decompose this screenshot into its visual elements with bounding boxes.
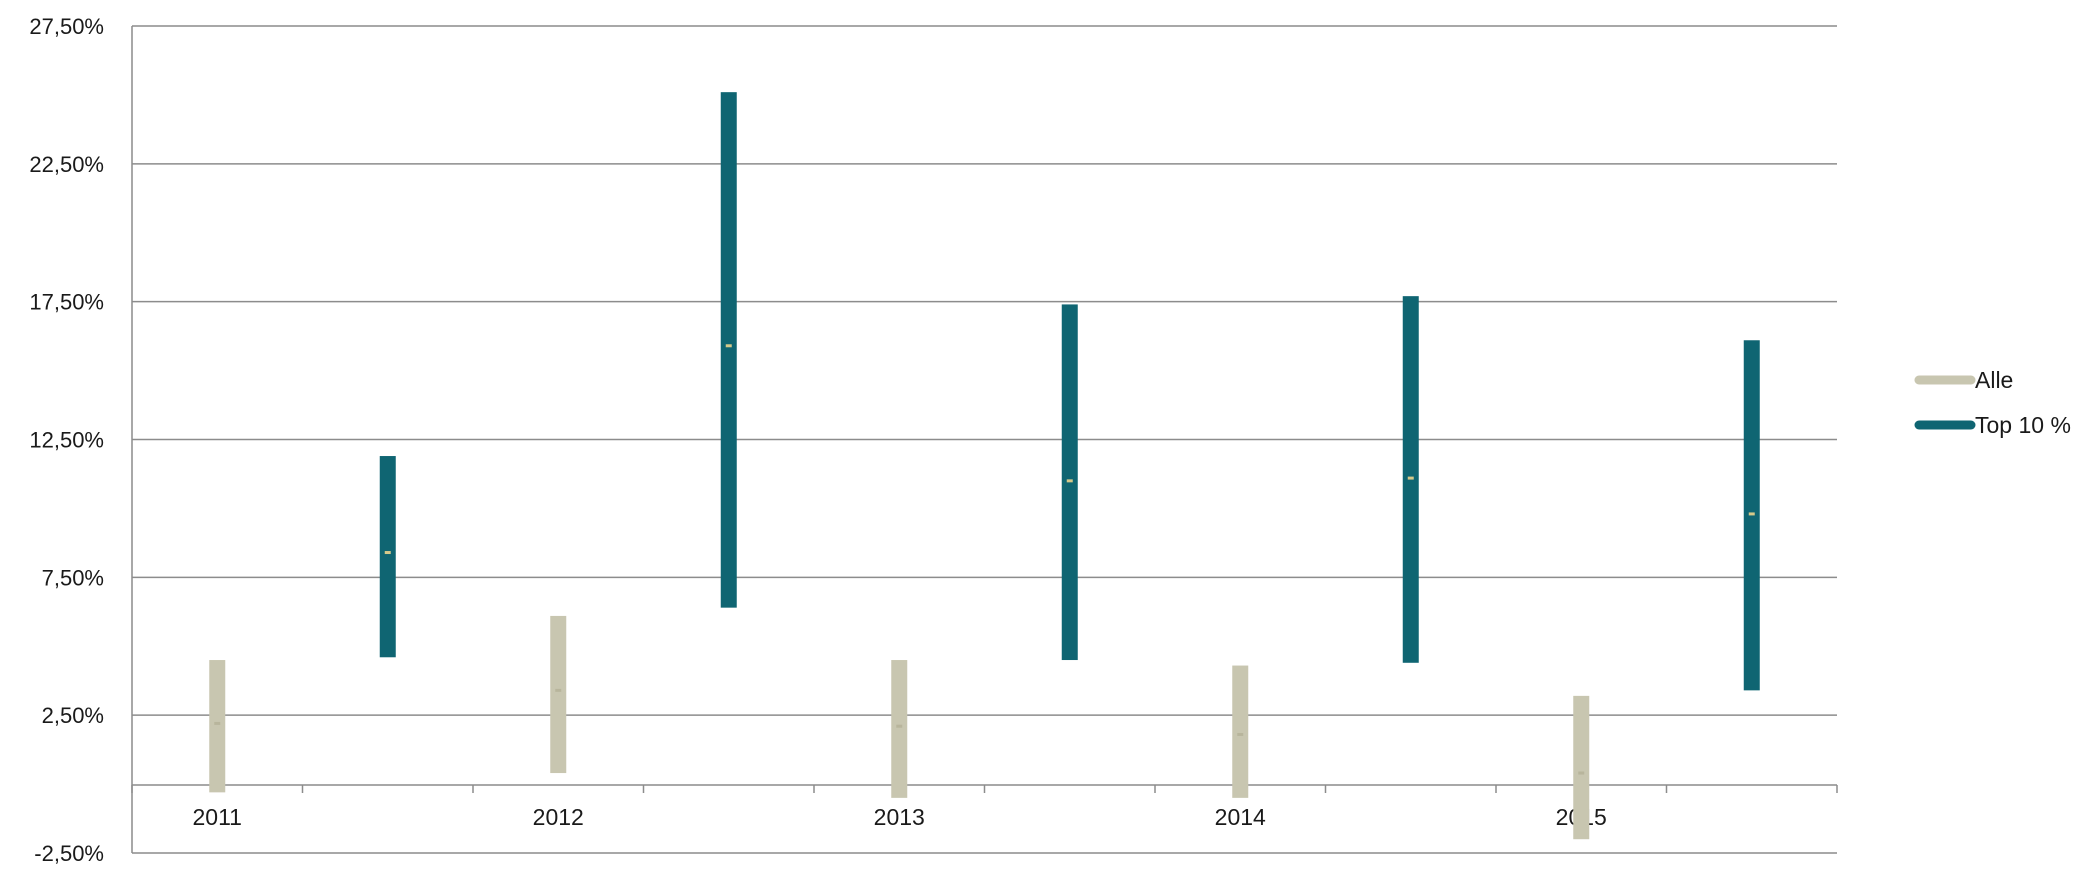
range-bar-alle-2011: [209, 660, 226, 793]
legend: Alle Top 10 %: [1914, 367, 2071, 438]
mid-marker: [1066, 479, 1073, 483]
y-tick-label: 7,50%: [42, 565, 104, 590]
y-tick-label: -2,50%: [34, 841, 104, 866]
axes: -2,50% 2,50% 7,50% 12,50% 17,50% 22,50% 27,50%…: [29, 14, 1838, 866]
range-bar-top-10-2012: [720, 92, 737, 608]
mid-marker: [1237, 732, 1244, 736]
mid-marker: [555, 688, 562, 692]
x-tick-label: 2014: [1215, 804, 1266, 830]
range-bar-alle-2015: [1573, 695, 1590, 840]
y-tick-label: 22,50%: [29, 152, 104, 177]
legend-label: Top 10 %: [1975, 412, 2071, 438]
x-tick-label: 2012: [533, 804, 584, 830]
range-bar-alle-2013: [891, 660, 908, 798]
mid-marker: [384, 551, 391, 555]
range-bars: [209, 92, 1760, 840]
mid-marker: [896, 724, 903, 728]
x-tick-label: 2013: [874, 804, 925, 830]
range-bar-top-10-2011: [379, 456, 396, 658]
legend-label: Alle: [1975, 367, 2013, 393]
gridlines: [132, 25, 1837, 854]
mid-marker: [1748, 512, 1755, 516]
mid-marker: [1578, 771, 1585, 775]
y-tick-label: 2,50%: [42, 703, 104, 728]
y-tick-label: 27,50%: [29, 14, 104, 39]
range-bar-alle-2012: [550, 615, 567, 774]
range-bar-alle-2014: [1232, 665, 1249, 798]
y-tick-label: 12,50%: [29, 428, 104, 453]
y-tick-label: 17,50%: [29, 290, 104, 315]
mid-marker: [1407, 476, 1414, 480]
x-tick-label: 2011: [193, 804, 242, 830]
mid-marker: [214, 721, 221, 725]
mid-marker: [725, 344, 732, 348]
